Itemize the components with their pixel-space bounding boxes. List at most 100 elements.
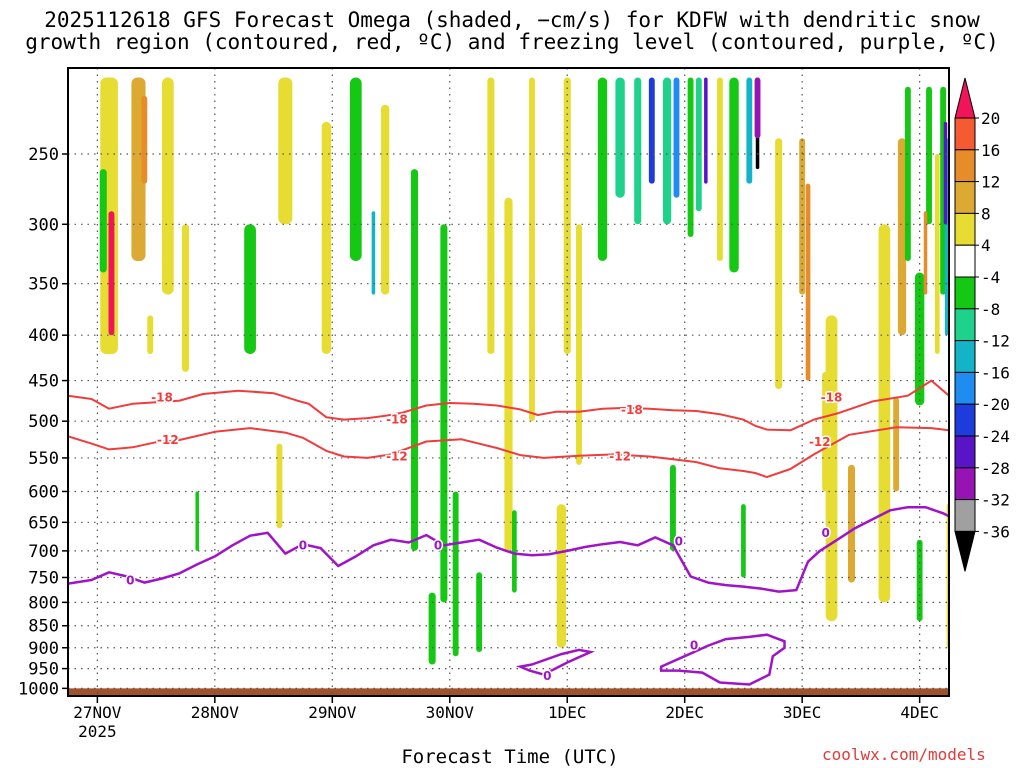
omega-shaded-cell bbox=[799, 138, 806, 295]
omega-shaded-cell bbox=[108, 211, 115, 336]
colorbar-segment bbox=[954, 499, 976, 532]
contour-label: -12 bbox=[809, 435, 831, 449]
omega-shaded-cell bbox=[195, 491, 199, 551]
omega-shaded-cell bbox=[943, 121, 948, 225]
colorbar-label: -24 bbox=[981, 427, 1010, 446]
colorbar-label: 8 bbox=[981, 204, 991, 223]
y-tick-label: 350 bbox=[28, 275, 59, 295]
colorbar-label: -8 bbox=[981, 300, 1000, 319]
omega-shaded-field bbox=[68, 77, 949, 696]
omega-shaded-cell bbox=[847, 464, 856, 583]
omega-shaded-cell bbox=[704, 77, 708, 184]
omega-shaded-cell bbox=[754, 77, 761, 139]
freezing-level-loop bbox=[659, 633, 786, 686]
y-tick-label: 950 bbox=[28, 660, 59, 680]
colorbar-bottom-arrow bbox=[954, 530, 976, 572]
colorbar-segment bbox=[954, 403, 976, 437]
colorbar-label: 4 bbox=[981, 236, 991, 255]
contour-label: 0 bbox=[543, 669, 551, 683]
omega-shaded-cell bbox=[914, 272, 925, 406]
colorbar-label: -4 bbox=[981, 268, 1000, 287]
omega-shaded-cell bbox=[695, 77, 702, 212]
x-axis: 27NOV 28NOV 29NOV 30NOV 1DEC 2DEC 3DEC 4DEC 2025 bbox=[73, 696, 939, 741]
x-tick-label: 27NOV bbox=[73, 703, 122, 722]
contour-label: -18 bbox=[621, 403, 643, 417]
colorbar-label: -36 bbox=[981, 522, 1010, 541]
omega-shaded-cell bbox=[487, 77, 495, 354]
omega-shaded-cell bbox=[556, 504, 567, 648]
omega-shaded-cell bbox=[504, 197, 513, 551]
omega-shaded-cell bbox=[741, 504, 746, 578]
colorbar-segment bbox=[954, 276, 976, 310]
y-tick-label: 500 bbox=[28, 412, 59, 432]
x-axis-label: Forecast Time (UTC) bbox=[401, 746, 619, 768]
plot-frame bbox=[67, 67, 950, 697]
chart-title-line-1: 2025112618 GFS Forecast Omega (shaded, −… bbox=[44, 8, 980, 32]
colorbar-legend: 20 16 12 8 4 -4 -8 -12 -16 -20 -24 -28 -32 -36 bbox=[954, 77, 1010, 572]
colorbar-label: 12 bbox=[981, 173, 1000, 192]
contour-label: 0 bbox=[821, 526, 829, 540]
y-tick-label: 800 bbox=[28, 593, 59, 613]
colorbar-segment bbox=[954, 212, 976, 246]
omega-shaded-cell bbox=[926, 86, 932, 225]
y-tick-label: 450 bbox=[28, 372, 59, 392]
colorbar-segment bbox=[954, 308, 976, 342]
omega-shaded-cell bbox=[512, 510, 517, 593]
omega-shaded-cell bbox=[923, 211, 928, 295]
omega-shaded-cell bbox=[147, 315, 154, 354]
x-tick-label: 3DEC bbox=[783, 703, 822, 722]
colorbar-segment bbox=[954, 181, 976, 214]
colorbar-segment bbox=[954, 435, 976, 469]
omega-shaded-cell bbox=[141, 95, 148, 184]
contour-label: 0 bbox=[126, 574, 134, 588]
y-tick-label: 750 bbox=[28, 568, 59, 588]
omega-shaded-cell bbox=[934, 154, 940, 354]
ground-surface bbox=[68, 688, 949, 696]
credit-link[interactable]: coolwx.com/models bbox=[822, 745, 986, 764]
omega-shaded-cell bbox=[634, 77, 642, 225]
x-tick-label: 30NOV bbox=[426, 703, 475, 722]
temperature-contours bbox=[68, 379, 949, 686]
omega-shaded-cell bbox=[648, 77, 655, 184]
omega-shaded-cell bbox=[428, 592, 436, 665]
omega-shaded-cell bbox=[662, 77, 672, 225]
contour-line bbox=[68, 426, 949, 479]
y-tick-label: 1000 bbox=[18, 679, 59, 699]
omega-shaded-cell bbox=[670, 464, 676, 551]
contour-label: -18 bbox=[151, 390, 173, 404]
colorbar-segment bbox=[954, 244, 976, 278]
omega-shaded-cell bbox=[687, 77, 694, 237]
colorbar-label: -28 bbox=[981, 459, 1010, 478]
x-tick-label: 2DEC bbox=[665, 703, 704, 722]
x-tick-label: 1DEC bbox=[548, 703, 587, 722]
y-tick-label: 850 bbox=[28, 617, 59, 637]
omega-shaded-cell bbox=[673, 77, 680, 198]
omega-shaded-cell bbox=[476, 572, 483, 653]
colorbar-label: 20 bbox=[981, 109, 1000, 128]
colorbar-label: 16 bbox=[981, 141, 1000, 160]
contour-label: 0 bbox=[299, 538, 307, 552]
colorbar-label: -12 bbox=[981, 332, 1010, 351]
omega-shaded-cell bbox=[321, 121, 332, 354]
plot-grid bbox=[68, 68, 949, 696]
y-tick-label: 650 bbox=[28, 513, 59, 533]
contour-label: -12 bbox=[609, 450, 631, 464]
contour-label: 0 bbox=[690, 639, 698, 653]
colorbar-segment bbox=[954, 149, 976, 183]
colorbar-segment bbox=[954, 371, 976, 405]
colorbar-segment bbox=[954, 117, 976, 151]
omega-shaded-cell bbox=[452, 491, 459, 657]
x-tick-label: 28NOV bbox=[191, 703, 240, 722]
y-axis: 2503003504004505005506006507007508008509… bbox=[18, 145, 68, 699]
contour-line bbox=[68, 505, 949, 593]
contour-label: -18 bbox=[821, 390, 843, 404]
y-tick-label: 300 bbox=[28, 215, 59, 235]
omega-shaded-cell bbox=[563, 77, 571, 354]
colorbar-top-arrow bbox=[954, 77, 976, 119]
y-tick-label: 250 bbox=[28, 145, 59, 165]
omega-shaded-cell bbox=[529, 77, 535, 422]
omega-shaded-cell bbox=[161, 77, 174, 295]
omega-shaded-cell bbox=[615, 77, 625, 198]
omega-shaded-cell bbox=[411, 169, 419, 551]
